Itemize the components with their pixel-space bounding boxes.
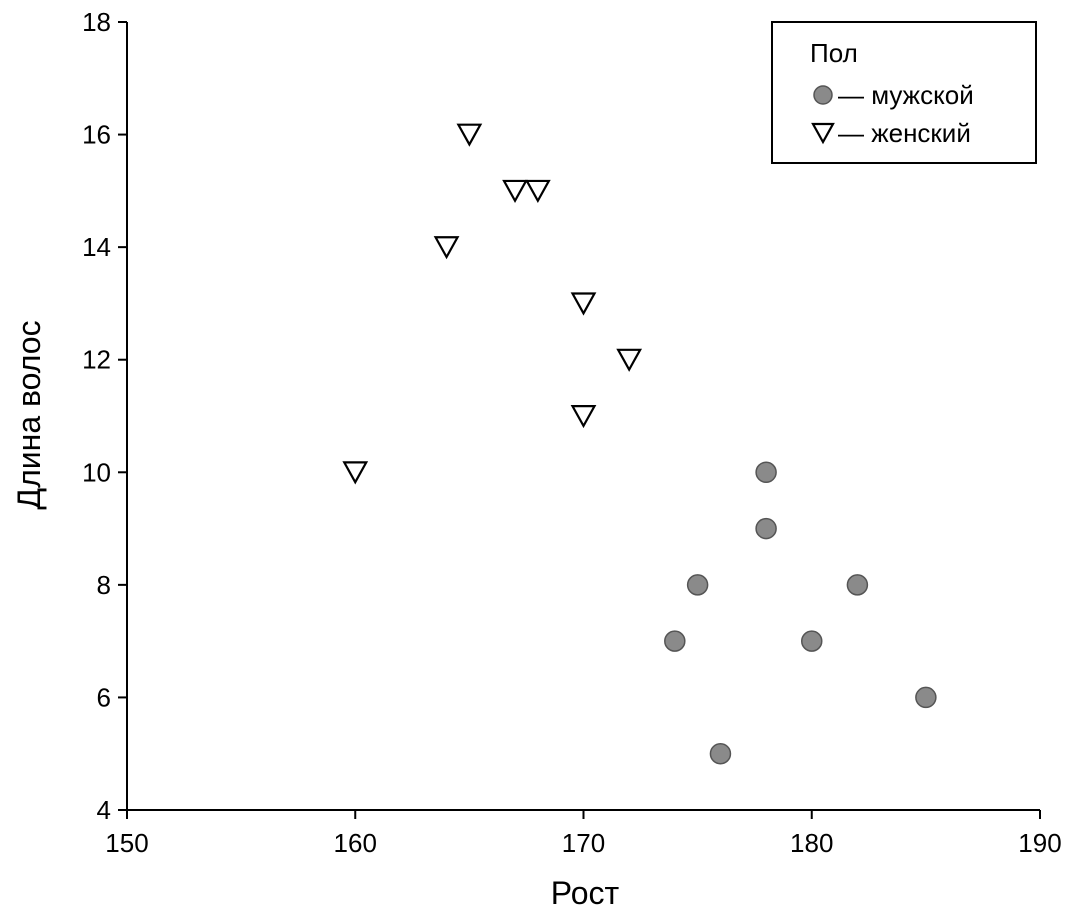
data-point-male [801, 630, 823, 652]
data-point-male [664, 630, 686, 652]
legend-entry-label: — мужской [838, 80, 974, 110]
data-point-male [755, 461, 777, 484]
data-point-female [342, 461, 369, 485]
y-tick-label: 6 [97, 682, 111, 712]
data-point-female [433, 236, 460, 260]
x-axis-title: Рост [551, 875, 620, 911]
data-point-female [616, 348, 643, 372]
legend-title: Пол [810, 38, 858, 68]
data-point-male [755, 517, 777, 540]
legend-male-marker [813, 85, 833, 105]
data-point-female [570, 292, 597, 316]
legend-entry-label: — женский [838, 118, 971, 148]
x-tick-label: 190 [1018, 828, 1061, 858]
data-point-female [524, 179, 551, 204]
y-tick-label: 4 [97, 795, 111, 825]
y-tick-label: 16 [82, 120, 111, 150]
data-point-male [846, 574, 869, 596]
data-point-male [915, 686, 937, 709]
data-point-female [570, 405, 597, 429]
data-point-female [502, 179, 528, 204]
y-tick-label: 12 [82, 345, 111, 375]
x-tick-label: 180 [790, 828, 833, 858]
x-tick-label: 160 [334, 828, 377, 858]
legend: Пол — мужской — женский [771, 21, 1037, 164]
y-tick-label: 8 [97, 570, 111, 600]
x-tick-label: 150 [105, 828, 148, 858]
y-tick-label: 18 [82, 7, 111, 37]
data-points [342, 123, 937, 765]
legend-female-marker [811, 122, 835, 145]
y-axis-title: Длина волос [11, 320, 47, 509]
x-tick-label: 170 [562, 828, 605, 858]
data-point-male [709, 742, 732, 765]
ticks: 150 160 170 180 190 4 6 8 10 12 14 16 18 [82, 7, 1062, 858]
y-tick-label: 14 [82, 232, 111, 262]
data-point-male [686, 574, 709, 596]
y-tick-label: 10 [82, 457, 111, 487]
data-point-female [456, 123, 483, 147]
